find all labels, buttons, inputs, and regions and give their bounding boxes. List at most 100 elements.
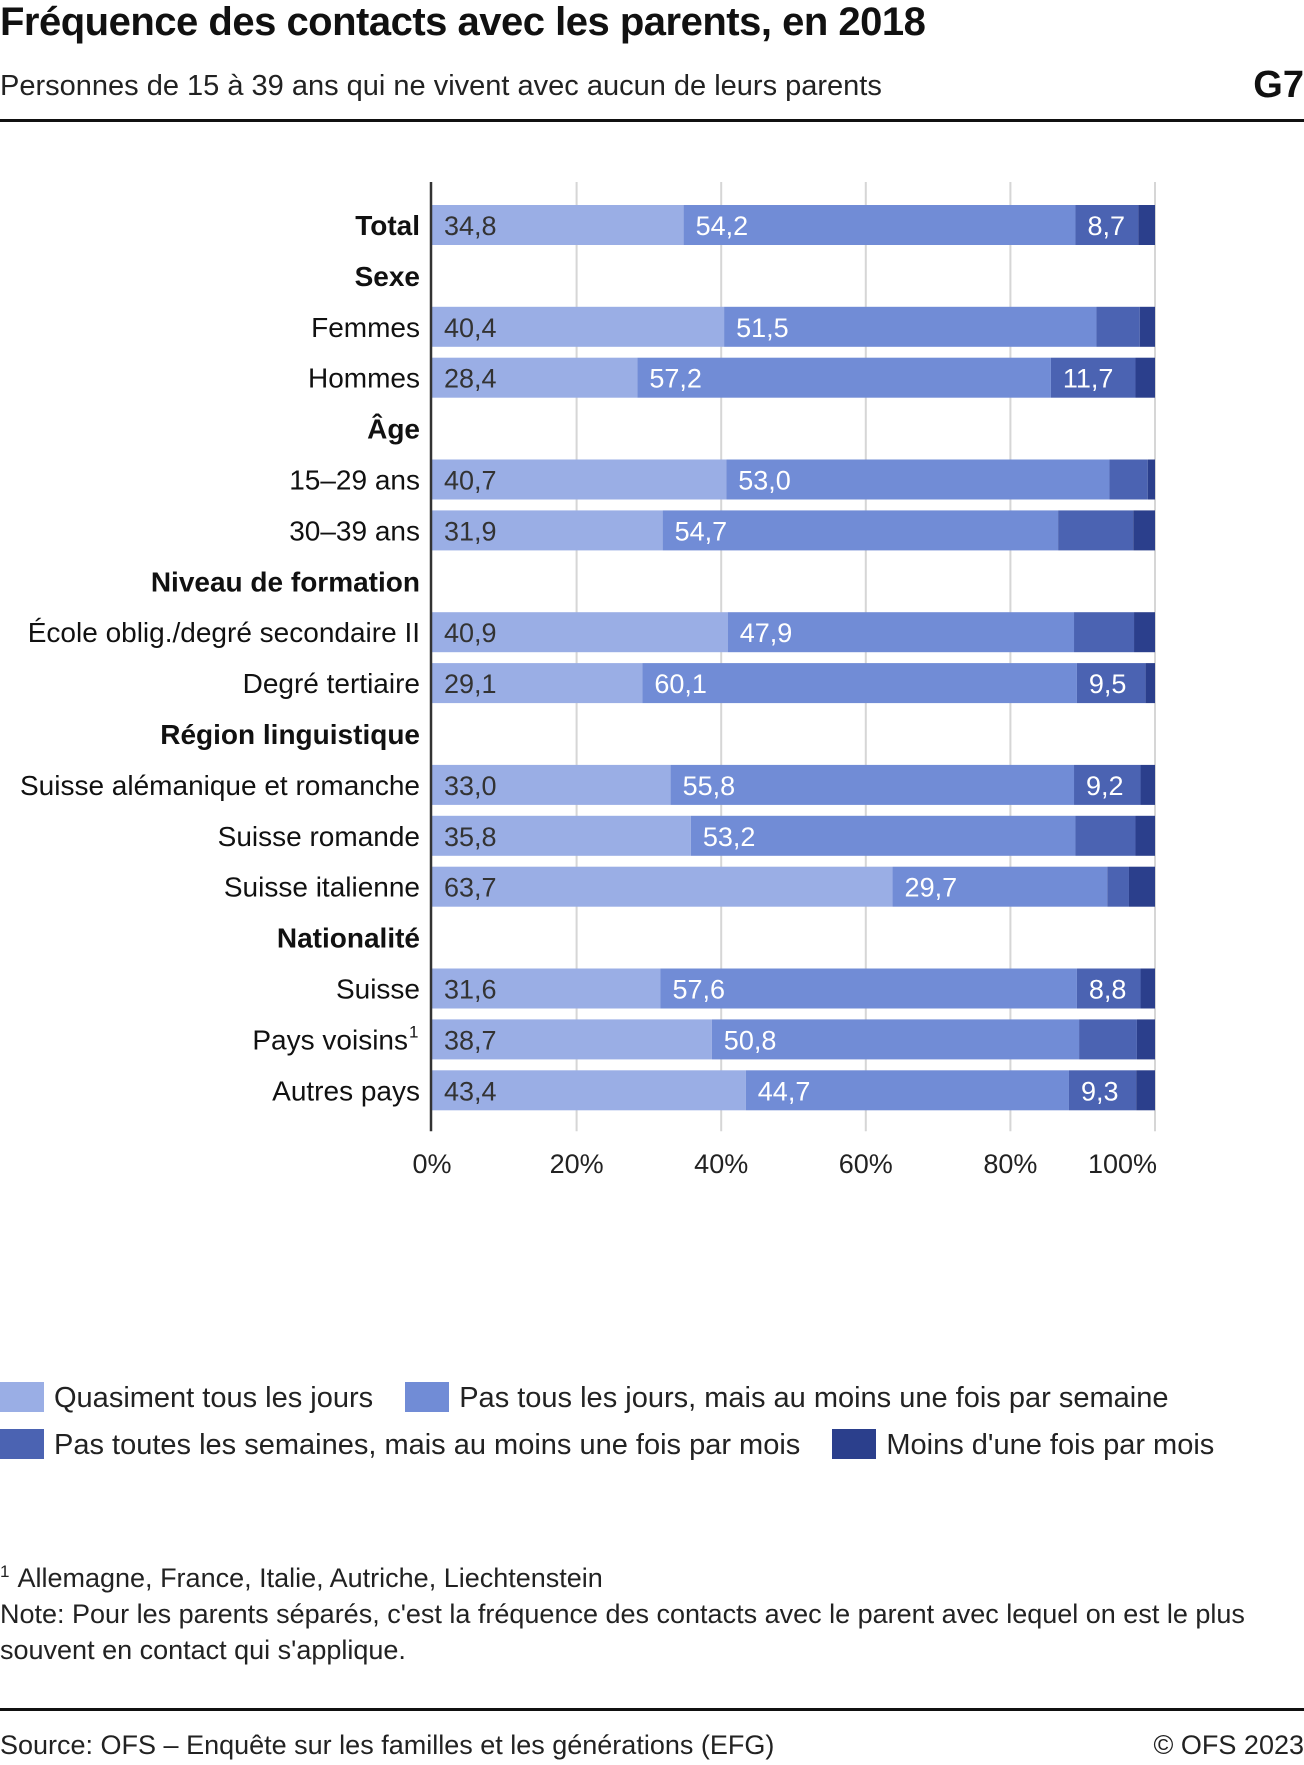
bar-segment [1058, 510, 1134, 551]
bar-segment [726, 459, 1110, 500]
bar-segment [642, 663, 1077, 704]
data-label: 57,2 [649, 364, 702, 394]
bar-segment [683, 205, 1076, 245]
footnote-note: Note: Pour les parents séparés, c'est la… [0, 1599, 1245, 1665]
category-label: 15–29 ans [289, 465, 420, 496]
bar-segment [1134, 612, 1155, 653]
bar-segment [1145, 663, 1155, 704]
category-heading: Âge [367, 414, 420, 445]
data-label: 43,4 [444, 1076, 497, 1106]
chart-subtitle: Personnes de 15 à 39 ans qui ne vivent a… [0, 70, 882, 102]
bar-segment [1074, 612, 1135, 653]
footnote-marker: 1 [409, 1022, 418, 1041]
bar-segment [660, 968, 1077, 1009]
data-label: 9,5 [1089, 669, 1127, 699]
footnote-1: 1 Allemagne, France, Italie, Autriche, L… [0, 1554, 1304, 1596]
legend-label: Quasiment tous les jours [54, 1382, 374, 1414]
data-label: 40,4 [444, 313, 497, 343]
bar-segment [432, 866, 893, 907]
category-label: École oblig./degré secondaire II [28, 617, 420, 648]
data-label: 33,0 [444, 771, 497, 801]
x-tick-label: 80% [983, 1149, 1037, 1179]
bar-segment [1079, 1019, 1137, 1060]
source-text: Source: OFS – Enquête sur les familles e… [0, 1730, 775, 1760]
data-label: 11,7 [1063, 364, 1114, 394]
bar-segment [1140, 764, 1155, 805]
legend-swatch [0, 1429, 44, 1459]
data-label: 54,7 [675, 516, 728, 546]
data-label: 60,1 [654, 669, 707, 699]
bar-segment [1135, 815, 1155, 856]
data-label: 55,8 [683, 771, 736, 801]
data-label: 54,2 [696, 211, 749, 241]
category-label: Femmes [311, 312, 420, 343]
category-heading: Total [355, 210, 420, 241]
chart-title: Fréquence des contacts avec les parents,… [0, 0, 926, 44]
data-label: 31,9 [444, 516, 497, 546]
category-label: Suisse italienne [224, 872, 420, 903]
bar-segment [1109, 459, 1148, 500]
bar-segment [432, 306, 725, 347]
data-label: 53,2 [703, 822, 756, 852]
data-label: 34,8 [444, 211, 497, 241]
bar-segment [1075, 205, 1139, 245]
category-heading: Sexe [355, 261, 420, 292]
bar-segment [690, 815, 1076, 856]
x-tick-label: 40% [694, 1149, 748, 1179]
stacked-bar-chart: 0% 20% 40% 60% 80% 100% Total 34,8 54,2 8,7 Sexe Fe… [20, 182, 1157, 1179]
graphic-code: G7 [1253, 64, 1304, 106]
bar-segment [432, 459, 727, 500]
category-heading: Nationalité [277, 923, 420, 954]
category-label: Autres pays [272, 1075, 420, 1106]
bar-segment [1050, 357, 1136, 398]
bar-segment [1136, 1070, 1155, 1111]
footnote-1-text: Allemagne, France, Italie, Autriche, Lie… [17, 1563, 603, 1593]
data-label: 53,0 [738, 466, 791, 496]
bar-segment [432, 612, 728, 653]
footnote-marker: 1 [0, 1562, 10, 1581]
legend-item-monthly: Pas toutes les semaines, mais au moins u… [0, 1429, 800, 1461]
data-label: 29,1 [444, 669, 497, 699]
bar-segment [432, 205, 684, 245]
bar-segment [1140, 968, 1155, 1009]
copyright-text: © OFS 2023 [1153, 1730, 1304, 1760]
data-label: 28,4 [444, 364, 497, 394]
bar-segment [1147, 459, 1155, 500]
data-label: 50,8 [724, 1025, 777, 1055]
data-label: 9,2 [1086, 771, 1124, 801]
bar-segment [724, 306, 1097, 347]
bar-segment [1107, 866, 1129, 907]
data-label: 29,7 [905, 873, 958, 903]
bar-segment [1076, 663, 1146, 704]
data-label: 9,3 [1081, 1076, 1119, 1106]
category-heading: Région linguistique [160, 719, 420, 750]
category-label: Degré tertiaire [243, 668, 420, 699]
bar-segment [1135, 357, 1155, 398]
category-label: Suisse [336, 974, 420, 1005]
legend: Quasiment tous les jours Pas tous les jo… [0, 1375, 1304, 1469]
legend-item-weekly: Pas tous les jours, mais au moins une fo… [405, 1382, 1168, 1414]
bar-segment [1074, 764, 1141, 805]
data-label: 44,7 [758, 1076, 811, 1106]
legend-label: Moins d'une fois par mois [886, 1429, 1215, 1461]
bar-segment [1139, 306, 1155, 347]
bar-segment [670, 764, 1075, 805]
legend-swatch [832, 1429, 877, 1459]
bar-segment [432, 510, 663, 551]
data-label: 38,7 [444, 1025, 497, 1055]
data-label: 8,8 [1089, 975, 1127, 1005]
bar-segment [432, 764, 671, 805]
bar-segment [432, 968, 661, 1009]
x-tick-label: 100% [1088, 1149, 1157, 1179]
data-label: 31,6 [444, 975, 497, 1005]
data-label: 35,8 [444, 822, 497, 852]
data-label: 40,9 [444, 618, 497, 648]
legend-label: Pas toutes les semaines, mais au moins u… [54, 1429, 801, 1461]
footer-divider [0, 1708, 1304, 1711]
data-label: 57,6 [672, 975, 725, 1005]
data-label: 40,7 [444, 466, 497, 496]
bar-segment [892, 866, 1108, 907]
legend-item-less-than-monthly: Moins d'une fois par mois [832, 1429, 1214, 1461]
bar-segment [711, 1019, 1080, 1060]
bar-segment [432, 663, 643, 704]
